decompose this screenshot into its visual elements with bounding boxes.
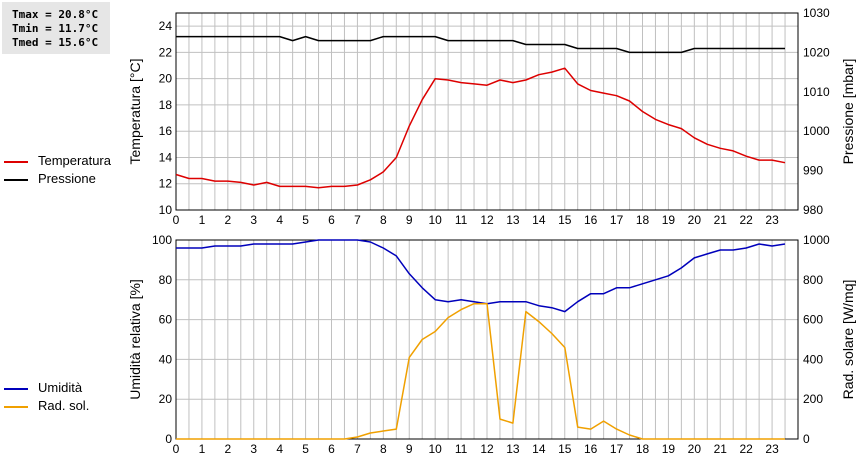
series-line-rad-sol (176, 302, 785, 440)
panel2-x-tick-label: 4 (276, 442, 283, 456)
panel2-y-tick-label: 0 (165, 432, 172, 446)
legend-swatch-pressione (4, 179, 28, 181)
panel1-x-tick-label: 3 (250, 213, 257, 227)
panel2-x-tick-label: 9 (406, 442, 413, 456)
panel1-x-tick-label: 19 (662, 213, 676, 227)
panel1-y-tick-label: 10 (159, 203, 173, 217)
panel2-y-tick-label: 60 (159, 313, 173, 327)
panel2-y2-axis-title: Rad. solare [W/mq] (840, 280, 856, 400)
panel2-y2-tick-label: 600 (803, 313, 823, 327)
panel2-x-tick-label: 2 (224, 442, 231, 456)
panel1-x-tick-label: 15 (558, 213, 572, 227)
panel1-x-tick-label: 12 (480, 213, 494, 227)
panel1-x-tick-label: 8 (380, 213, 387, 227)
panel2-x-tick-label: 20 (688, 442, 702, 456)
panel1-x-tick-label: 14 (532, 213, 546, 227)
panel1-y2-tick-label: 990 (803, 164, 823, 178)
panel2-y-tick-label: 80 (159, 273, 173, 287)
legend-swatch-temperatura (4, 161, 28, 163)
panel1-y2-tick-label: 1000 (803, 124, 830, 138)
panel2-x-tick-label: 17 (610, 442, 624, 456)
panel2-y2-tick-label: 0 (803, 432, 810, 446)
series-line-umidit (176, 239, 786, 313)
panel1-y-tick-label: 20 (159, 72, 173, 86)
legend-label-umidita: Umidità (38, 380, 83, 395)
panel1-x-tick-label: 11 (455, 213, 468, 227)
panel2-x-tick-label: 23 (765, 442, 779, 456)
panel1-x-tick-label: 21 (714, 213, 728, 227)
panel2-y-tick-label: 20 (159, 392, 173, 406)
panel1-frame (175, 12, 799, 211)
panel1-y2-axis-title: Pressione [mbar] (840, 59, 856, 165)
panel2-x-tick-label: 18 (636, 442, 650, 456)
panel2-x-tick-label: 5 (302, 442, 309, 456)
panel2-x-tick-label: 11 (455, 442, 468, 456)
panel2-y2-tick-label: 800 (803, 273, 823, 287)
panel2-x-tick-label: 13 (506, 442, 520, 456)
panel1-y-tick-label: 14 (159, 150, 173, 164)
legend-label-pressione: Pressione (38, 171, 96, 186)
panel1-x-tick-label: 6 (328, 213, 335, 227)
panel1-y2-tick-label: 980 (803, 203, 823, 217)
panel2-x-tick-label: 15 (558, 442, 572, 456)
panel1-y-tick-label: 22 (159, 45, 173, 59)
panel2-y-tick-label: 40 (159, 352, 173, 366)
panel1-y2-tick-label: 1010 (803, 85, 830, 99)
panel1-x-tick-label: 7 (354, 213, 361, 227)
legend-swatch-umidita (4, 388, 28, 390)
panel2-x-tick-label: 1 (199, 442, 206, 456)
series-line-temperatura (175, 67, 786, 189)
panel1-y-tick-label: 24 (159, 19, 173, 33)
panel2-x-tick-label: 6 (328, 442, 335, 456)
panel2-x-tick-label: 19 (662, 442, 676, 456)
panel2-x-tick-label: 12 (480, 442, 494, 456)
panel2-y-tick-label: 100 (152, 233, 172, 247)
tmin-label: Tmin = 11.7°C (12, 22, 99, 35)
panel1-y2-tick-label: 1030 (803, 6, 830, 20)
panel2-x-tick-label: 21 (714, 442, 728, 456)
panel1-x-tick-label: 22 (739, 213, 753, 227)
panel2-x-tick-label: 14 (532, 442, 546, 456)
panel1-x-tick-label: 9 (406, 213, 413, 227)
series-line-pressione (176, 35, 785, 54)
panel2-y2-tick-label: 1000 (803, 233, 830, 247)
panel1-x-tick-label: 20 (688, 213, 702, 227)
panel2-x-tick-label: 3 (250, 442, 257, 456)
panel1-x-tick-label: 1 (199, 213, 206, 227)
panel2-x-tick-label: 8 (380, 442, 387, 456)
panel2-x-tick-label: 0 (173, 442, 180, 456)
panel2-x-tick-label: 7 (354, 442, 361, 456)
panel1-y-tick-label: 16 (159, 124, 173, 138)
panel1-x-tick-label: 13 (506, 213, 520, 227)
panel1-y-tick-label: 18 (159, 98, 173, 112)
panel2-x-tick-label: 16 (584, 442, 598, 456)
panel1-y-axis-title: Temperatura [°C] (127, 59, 143, 165)
legend-label-radiazione: Rad. sol. (38, 398, 90, 413)
panel2-y2-tick-label: 400 (803, 352, 823, 366)
panel2-frame (175, 239, 799, 440)
tmax-label: Tmax = 20.8°C (12, 8, 99, 21)
panel2-y2-tick-label: 200 (803, 392, 823, 406)
stats-box: Tmax = 20.8°C Tmin = 11.7°C Tmed = 15.6°… (2, 2, 110, 54)
panel1-x-tick-label: 5 (302, 213, 309, 227)
panel1-x-tick-label: 2 (224, 213, 231, 227)
panel1-x-tick-label: 4 (276, 213, 283, 227)
legend-swatch-radiazione (4, 406, 28, 408)
panel1-x-tick-label: 0 (173, 213, 180, 227)
panel1-x-tick-label: 17 (610, 213, 624, 227)
tmed-label: Tmed = 15.6°C (12, 36, 99, 49)
panel1-x-tick-label: 18 (636, 213, 650, 227)
panel1-x-tick-label: 10 (428, 213, 442, 227)
panel2-x-tick-label: 22 (739, 442, 753, 456)
panel1-x-tick-label: 16 (584, 213, 598, 227)
panel1-y2-tick-label: 1020 (803, 45, 830, 59)
legend-label-temperatura: Temperatura (38, 153, 111, 168)
panel1-x-tick-label: 23 (765, 213, 779, 227)
panel2-y-axis-title: Umidità relativa [%] (127, 279, 143, 400)
panel2-x-tick-label: 10 (428, 442, 442, 456)
panel1-y-tick-label: 12 (159, 177, 173, 191)
